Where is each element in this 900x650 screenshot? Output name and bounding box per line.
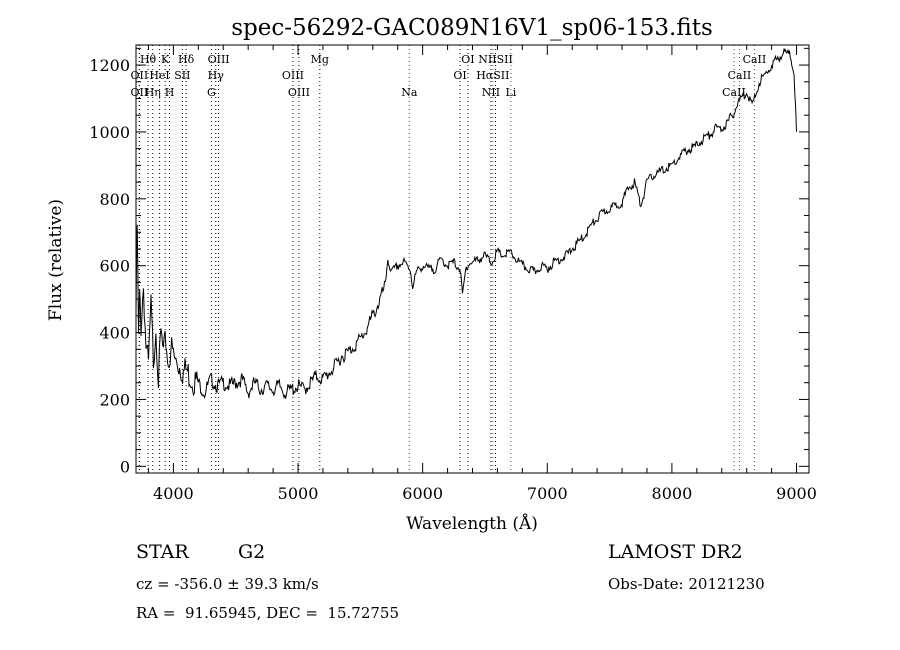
survey-name: LAMOST DR2 <box>608 541 743 563</box>
line-label-10: SII <box>174 69 190 82</box>
observation-date: Obs-Date: 20121230 <box>608 575 765 593</box>
object-class: STAR <box>136 541 189 563</box>
line-label-3: OIII <box>208 53 230 66</box>
line-label-11: Hγ <box>208 69 225 82</box>
line-label-14: HαSII <box>476 69 509 82</box>
y-tick-label: 800 <box>99 190 130 209</box>
line-label-8: OII <box>131 69 149 82</box>
line-label-0: Hθ <box>140 53 157 66</box>
spectral-line-labels: Hθ K Hδ OIII Mg OI NIISII CaII OII HeI SII Hγ OIII OI… <box>131 53 767 99</box>
line-label-19: G <box>207 86 216 99</box>
x-tick-label: 8000 <box>652 484 693 503</box>
x-tick-label: 5000 <box>278 484 319 503</box>
line-label-13: OI <box>453 69 466 82</box>
x-tick-label: 9000 <box>776 484 817 503</box>
redshift-info: cz = -356.0 ± 39.3 km/s <box>136 575 319 593</box>
line-label-12: OIII <box>282 69 304 82</box>
spectral-line-markers <box>138 45 755 473</box>
x-tick-label: 4000 <box>153 484 194 503</box>
y-tick-label: 1000 <box>89 123 130 142</box>
line-label-1: K <box>161 53 170 66</box>
line-label-24: CaII <box>722 86 746 99</box>
spectrum-series <box>135 48 797 400</box>
line-label-21: Na <box>401 86 418 99</box>
y-tick-label: 400 <box>99 324 130 343</box>
y-tick-label: 1200 <box>89 56 130 75</box>
x-axis-label: Wavelength (Å) <box>406 513 538 534</box>
line-label-22: NII <box>482 86 500 99</box>
line-label-9: HeI <box>149 69 169 82</box>
coordinates: RA = 91.65945, DEC = 15.72755 <box>136 604 400 622</box>
line-label-4: Mg <box>311 53 329 66</box>
y-tick-label: 0 <box>120 457 130 476</box>
line-label-16: OII <box>131 86 149 99</box>
y-axis-label: Flux (relative) <box>46 199 66 321</box>
line-label-7: CaII <box>743 53 767 66</box>
line-label-5: OI <box>461 53 474 66</box>
object-subclass: G2 <box>238 541 266 563</box>
plot-frame <box>135 44 810 474</box>
line-label-2: Hδ <box>178 53 195 66</box>
y-axis: 0 200 400 600 800 1000 1200 <box>89 47 809 476</box>
x-axis: 4000 5000 6000 7000 8000 9000 <box>147 45 817 503</box>
line-label-6: NIISII <box>478 53 513 66</box>
line-label-20: OIII <box>288 86 310 99</box>
line-label-18: H <box>165 86 175 99</box>
series-line-0 <box>135 48 797 400</box>
x-tick-label: 7000 <box>527 484 568 503</box>
line-label-23: Li <box>505 86 516 99</box>
chart-title: spec-56292-GAC089N16V1_sp06-153.fits <box>231 15 713 41</box>
y-tick-label: 200 <box>99 390 130 409</box>
line-label-15: CaII <box>728 69 752 82</box>
x-tick-label: 6000 <box>402 484 443 503</box>
y-tick-label: 600 <box>99 257 130 276</box>
line-label-17: Hη <box>145 86 161 99</box>
